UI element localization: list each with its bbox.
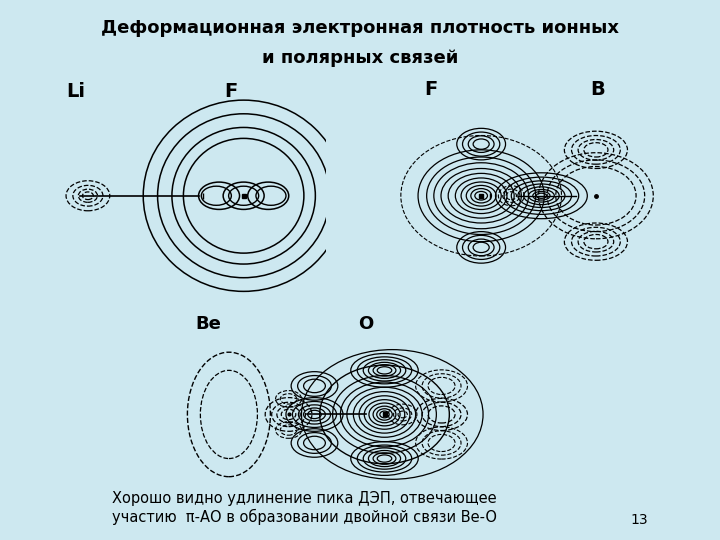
Text: F: F — [225, 83, 238, 102]
Text: и полярных связей: и полярных связей — [262, 49, 458, 66]
Text: F: F — [424, 80, 437, 99]
Text: Деформационная электронная плотность ионных: Деформационная электронная плотность ион… — [101, 19, 619, 37]
Text: Be: Be — [195, 315, 221, 333]
Text: B: B — [590, 80, 605, 99]
Text: 13: 13 — [631, 512, 648, 526]
Text: Li: Li — [66, 83, 85, 102]
Text: Хорошо видно удлинение пика ДЭП, отвечающее
участию  π-АО в образовании двойной : Хорошо видно удлинение пика ДЭП, отвечаю… — [112, 491, 497, 525]
Text: O: O — [359, 315, 374, 333]
